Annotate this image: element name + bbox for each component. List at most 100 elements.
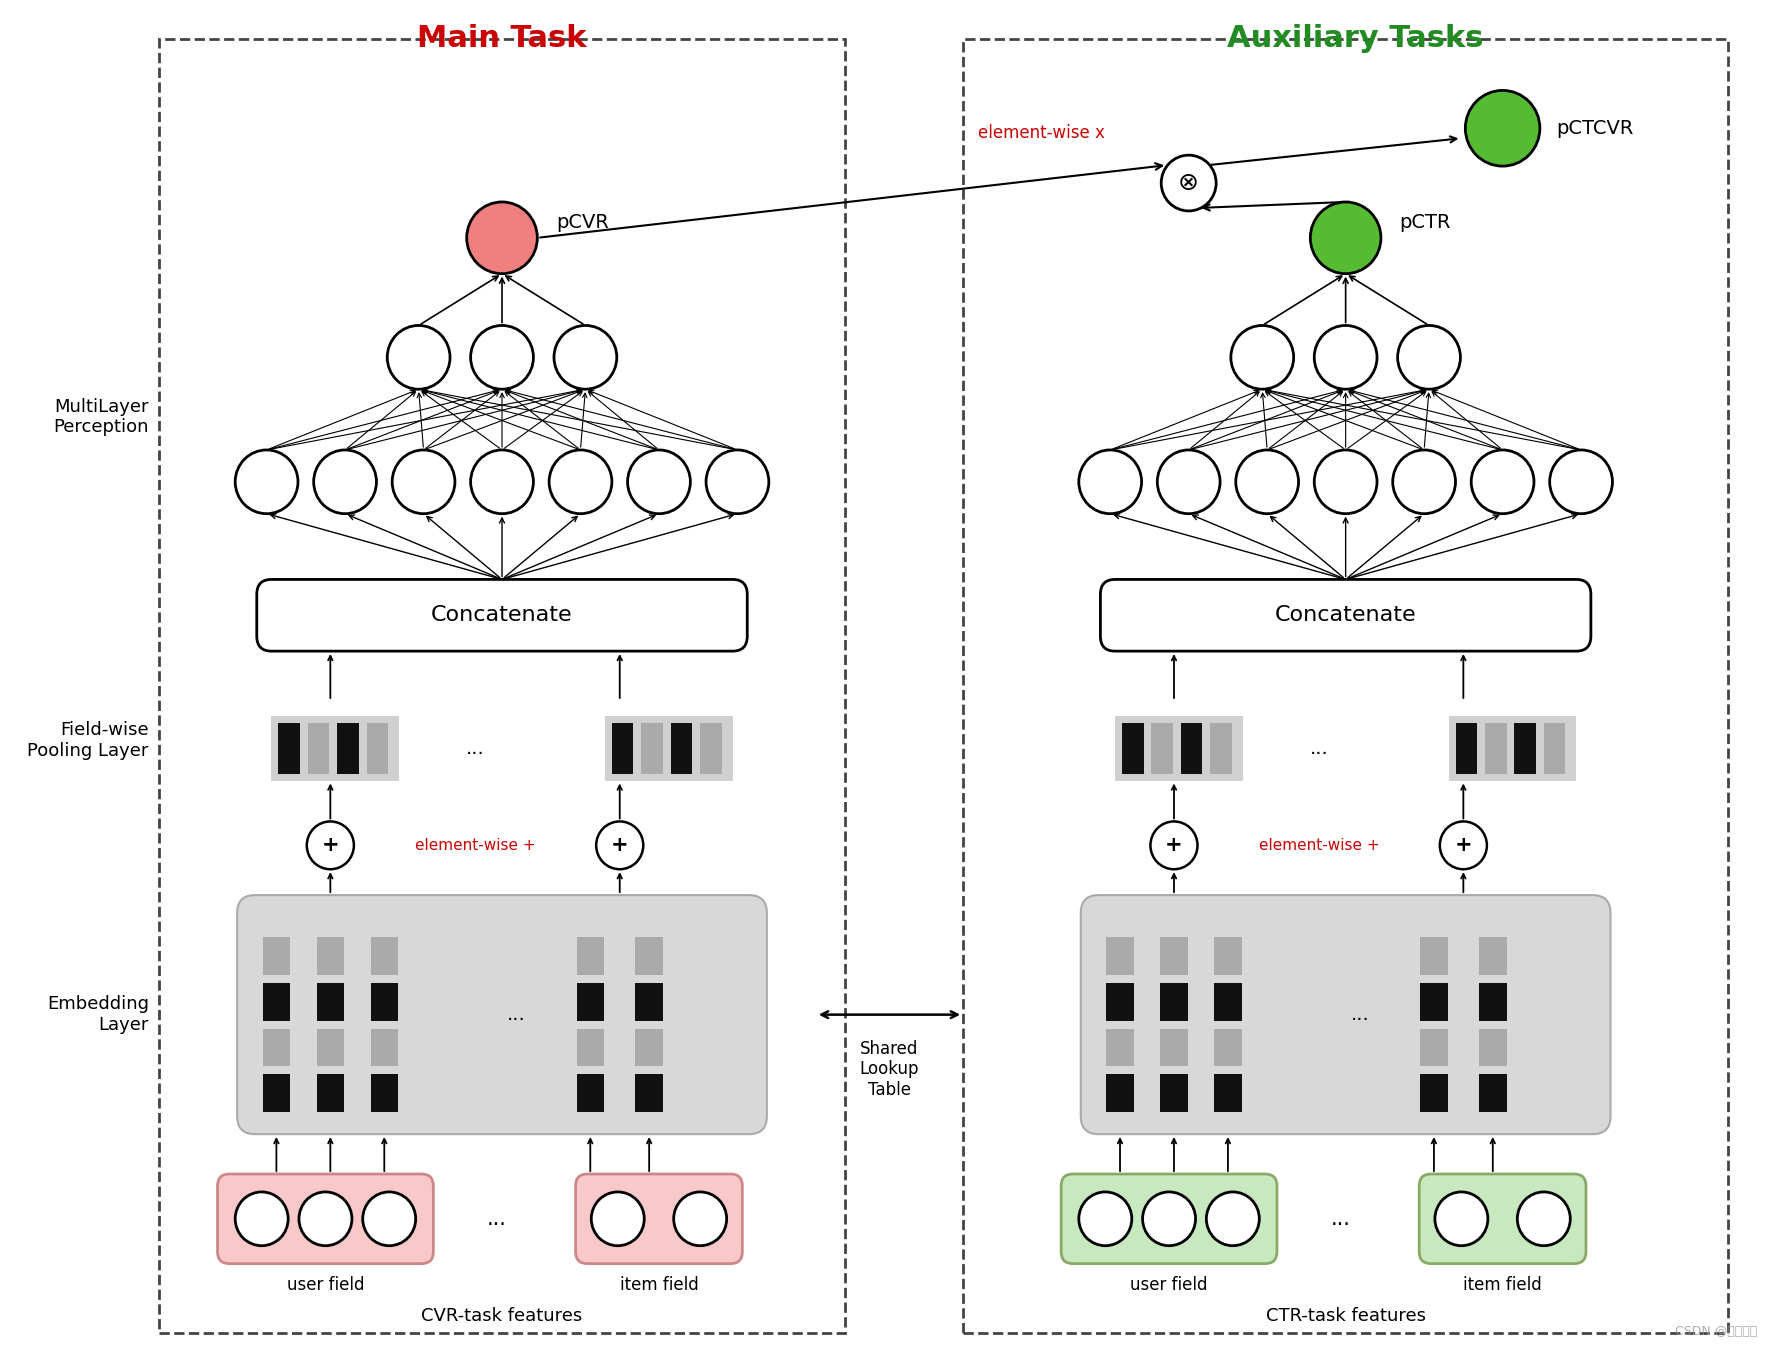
Circle shape bbox=[1440, 821, 1486, 869]
FancyBboxPatch shape bbox=[257, 579, 747, 652]
Circle shape bbox=[299, 1193, 351, 1246]
Bar bbox=[317, 1029, 344, 1067]
Bar bbox=[642, 723, 663, 773]
Bar bbox=[271, 716, 399, 780]
Text: element-wise +: element-wise + bbox=[1258, 837, 1379, 852]
Circle shape bbox=[1206, 1193, 1260, 1246]
Bar bbox=[278, 723, 299, 773]
Bar bbox=[337, 723, 358, 773]
Bar bbox=[371, 982, 397, 1020]
Bar bbox=[1420, 937, 1447, 975]
Bar bbox=[262, 1029, 290, 1067]
FancyBboxPatch shape bbox=[217, 1173, 433, 1264]
Text: element-wise +: element-wise + bbox=[415, 837, 536, 852]
Text: MultiLayer
Perception: MultiLayer Perception bbox=[53, 398, 150, 437]
Bar bbox=[159, 38, 845, 1333]
Text: +: + bbox=[611, 836, 629, 855]
Text: user field: user field bbox=[287, 1276, 364, 1294]
Bar bbox=[1107, 1029, 1133, 1067]
Bar bbox=[962, 38, 1729, 1333]
Circle shape bbox=[1235, 449, 1299, 514]
Text: ...: ... bbox=[1351, 1005, 1370, 1024]
Bar bbox=[577, 1075, 604, 1112]
Bar bbox=[1479, 1029, 1506, 1067]
Text: Concatenate: Concatenate bbox=[431, 605, 572, 626]
Bar bbox=[1543, 723, 1565, 773]
Circle shape bbox=[307, 821, 355, 869]
Text: ⊗: ⊗ bbox=[1178, 171, 1199, 195]
Text: ...: ... bbox=[1331, 1209, 1351, 1229]
Circle shape bbox=[1151, 821, 1198, 869]
Bar bbox=[1479, 982, 1506, 1020]
Circle shape bbox=[1315, 449, 1377, 514]
Text: Concatenate: Concatenate bbox=[1274, 605, 1417, 626]
Circle shape bbox=[1435, 1193, 1488, 1246]
Bar bbox=[1420, 1029, 1447, 1067]
Bar bbox=[1515, 723, 1536, 773]
Bar bbox=[262, 982, 290, 1020]
Circle shape bbox=[1550, 449, 1613, 514]
Bar bbox=[1449, 716, 1575, 780]
Text: pCTR: pCTR bbox=[1399, 213, 1451, 232]
Text: Auxiliary Tasks: Auxiliary Tasks bbox=[1228, 23, 1484, 53]
Text: +: + bbox=[321, 836, 339, 855]
Bar bbox=[636, 1075, 663, 1112]
Circle shape bbox=[1310, 202, 1381, 273]
Bar bbox=[1160, 1075, 1189, 1112]
Text: ...: ... bbox=[1310, 739, 1329, 758]
FancyBboxPatch shape bbox=[1060, 1173, 1278, 1264]
Bar bbox=[670, 723, 693, 773]
FancyBboxPatch shape bbox=[576, 1173, 743, 1264]
Bar bbox=[606, 716, 732, 780]
Bar bbox=[1420, 982, 1447, 1020]
Bar bbox=[1123, 723, 1144, 773]
Bar bbox=[636, 937, 663, 975]
Bar bbox=[308, 723, 330, 773]
Circle shape bbox=[235, 449, 298, 514]
Circle shape bbox=[467, 202, 538, 273]
Circle shape bbox=[387, 325, 451, 389]
Bar bbox=[262, 937, 290, 975]
Circle shape bbox=[470, 449, 533, 514]
Bar bbox=[700, 723, 722, 773]
Bar bbox=[636, 1029, 663, 1067]
Bar bbox=[1479, 937, 1506, 975]
Circle shape bbox=[592, 1193, 645, 1246]
Text: ...: ... bbox=[486, 1209, 508, 1229]
Bar bbox=[1420, 1075, 1447, 1112]
Bar bbox=[611, 723, 633, 773]
Circle shape bbox=[706, 449, 768, 514]
Text: Embedding
Layer: Embedding Layer bbox=[46, 996, 150, 1034]
Bar bbox=[1116, 716, 1242, 780]
Bar bbox=[1214, 937, 1242, 975]
Bar bbox=[371, 937, 397, 975]
Bar bbox=[1484, 723, 1506, 773]
Bar bbox=[1151, 723, 1173, 773]
Bar bbox=[577, 1029, 604, 1067]
Text: Field-wise
Pooling Layer: Field-wise Pooling Layer bbox=[27, 721, 150, 759]
FancyBboxPatch shape bbox=[237, 895, 766, 1134]
Bar bbox=[317, 982, 344, 1020]
Bar bbox=[1107, 1075, 1133, 1112]
Circle shape bbox=[364, 1193, 415, 1246]
Text: item field: item field bbox=[1463, 1276, 1541, 1294]
Bar bbox=[1107, 982, 1133, 1020]
FancyBboxPatch shape bbox=[1101, 579, 1591, 652]
Bar bbox=[1214, 1029, 1242, 1067]
FancyBboxPatch shape bbox=[1080, 895, 1611, 1134]
Text: Shared
Lookup
Table: Shared Lookup Table bbox=[859, 1040, 920, 1100]
Bar bbox=[367, 723, 388, 773]
Circle shape bbox=[235, 1193, 289, 1246]
Text: user field: user field bbox=[1130, 1276, 1208, 1294]
Bar bbox=[1160, 937, 1189, 975]
Circle shape bbox=[1397, 325, 1461, 389]
Circle shape bbox=[1162, 156, 1215, 210]
Bar bbox=[1214, 982, 1242, 1020]
Bar bbox=[1160, 1029, 1189, 1067]
Bar bbox=[371, 1075, 397, 1112]
Text: pCVR: pCVR bbox=[556, 213, 609, 232]
Bar bbox=[262, 1075, 290, 1112]
Bar bbox=[317, 1075, 344, 1112]
Bar bbox=[1181, 723, 1203, 773]
Bar bbox=[636, 982, 663, 1020]
